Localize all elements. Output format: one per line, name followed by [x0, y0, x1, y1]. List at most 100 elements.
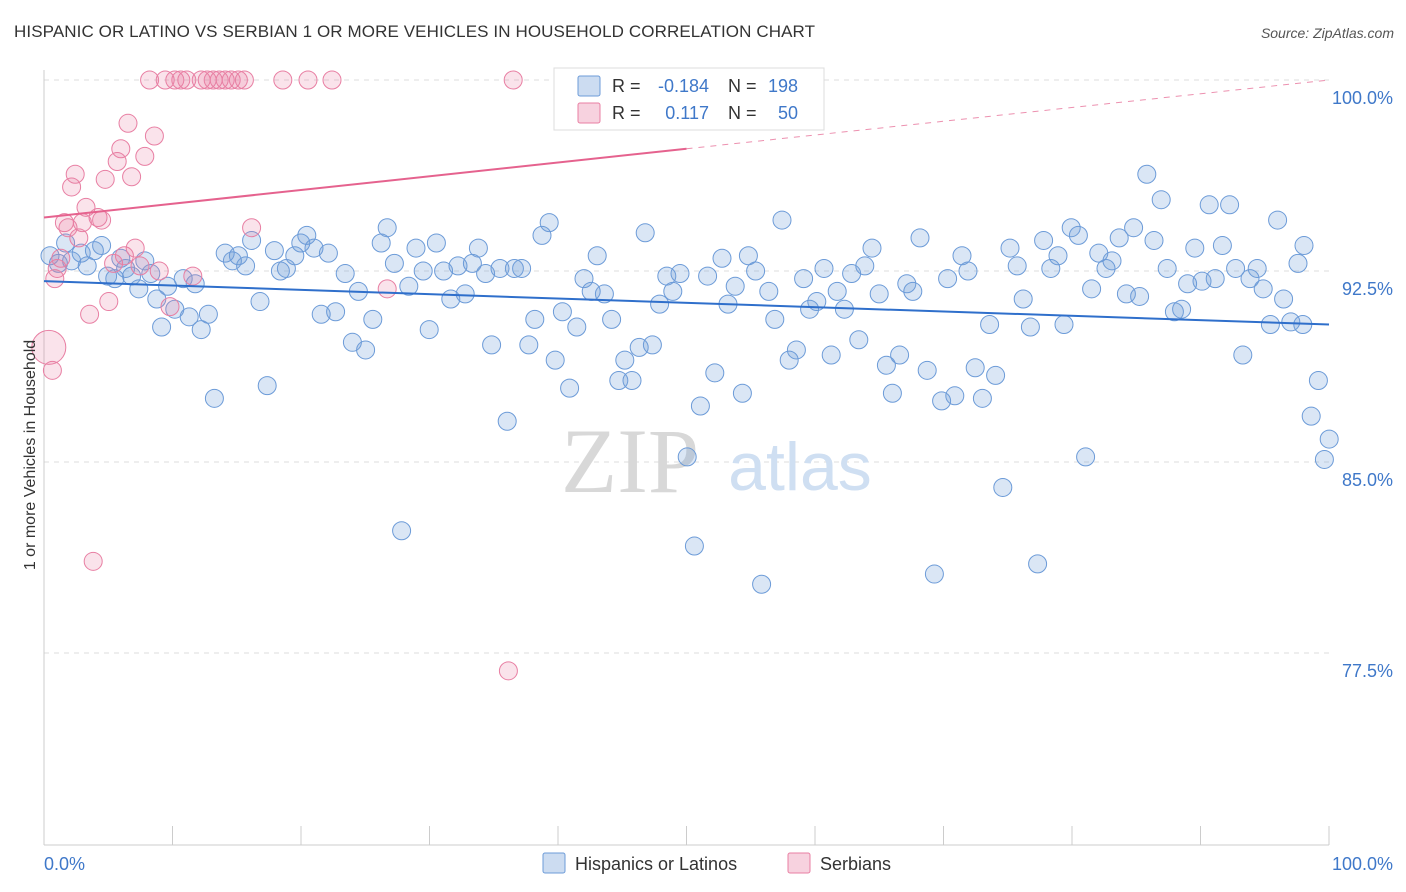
legend-label-hispanic: Hispanics or Latinos	[575, 854, 737, 874]
grid-lines	[44, 79, 1329, 654]
data-point	[1164, 302, 1184, 322]
data-point	[31, 329, 67, 365]
data-point	[98, 266, 118, 286]
data-point	[135, 146, 155, 166]
source-label: Source: ZipAtlas.com	[1260, 25, 1394, 41]
data-point	[752, 574, 772, 594]
data-point	[250, 292, 270, 312]
data-point	[490, 258, 510, 278]
data-point	[426, 233, 446, 253]
data-point	[945, 386, 965, 406]
data-point	[1247, 258, 1267, 278]
y-tick-label-3: 100.0%	[1332, 88, 1393, 108]
data-point	[285, 246, 305, 266]
stats-box-frame	[553, 67, 825, 131]
data-point	[1144, 230, 1164, 250]
data-point	[1028, 554, 1048, 574]
data-point	[62, 177, 82, 197]
data-point	[95, 169, 115, 189]
data-point	[712, 248, 732, 268]
data-point	[1076, 447, 1096, 467]
watermark-zip: ZIP	[561, 410, 699, 512]
data-point	[849, 330, 869, 350]
stats-n-label-1: N =	[728, 76, 757, 96]
data-point	[869, 284, 889, 304]
data-point	[663, 281, 683, 301]
y-axis-label: 1 or more Vehicles in Household	[22, 340, 39, 570]
data-point	[140, 70, 160, 90]
data-point	[399, 276, 419, 296]
data-point	[827, 281, 847, 301]
data-point	[1137, 164, 1157, 184]
data-point	[1308, 371, 1328, 391]
data-point	[107, 151, 127, 171]
data-point	[986, 365, 1006, 385]
data-point	[1124, 218, 1144, 238]
legend: Hispanics or Latinos Serbians	[542, 852, 891, 874]
stats-swatch-hispanic	[577, 75, 601, 97]
data-point	[114, 246, 134, 266]
data-point	[155, 70, 175, 90]
data-point	[1288, 253, 1308, 273]
data-point	[746, 261, 766, 281]
data-point	[552, 302, 572, 322]
data-point	[152, 317, 172, 337]
data-point	[1034, 230, 1054, 250]
data-point	[587, 246, 607, 266]
data-point	[779, 350, 799, 370]
stats-n-value-1: 198	[768, 76, 798, 96]
data-point	[80, 304, 100, 324]
data-point	[910, 228, 930, 248]
data-point	[318, 243, 338, 263]
data-point	[938, 269, 958, 289]
data-point	[377, 279, 397, 299]
data-point	[1301, 406, 1321, 426]
data-point	[160, 297, 180, 317]
axes	[43, 70, 1330, 846]
data-point	[498, 661, 518, 681]
data-point	[149, 261, 169, 281]
data-point	[705, 363, 725, 383]
data-point	[228, 70, 248, 90]
data-point	[497, 411, 517, 431]
data-point	[191, 320, 211, 340]
data-point	[1294, 236, 1314, 256]
data-point	[635, 223, 655, 243]
data-point	[503, 70, 523, 90]
data-point	[384, 253, 404, 273]
data-point	[1082, 279, 1102, 299]
data-point	[482, 335, 502, 355]
data-point	[917, 360, 937, 380]
data-point	[1178, 274, 1198, 294]
data-point	[311, 304, 331, 324]
stats-r-value-1: -0.184	[658, 76, 709, 96]
data-point	[1172, 299, 1192, 319]
data-point	[1233, 345, 1253, 365]
data-point	[215, 70, 235, 90]
data-point	[118, 113, 138, 133]
data-point	[958, 261, 978, 281]
data-point	[698, 266, 718, 286]
data-point	[786, 340, 806, 360]
data-point	[1000, 238, 1020, 258]
data-point	[177, 70, 197, 90]
data-point	[903, 281, 923, 301]
data-point	[51, 248, 71, 268]
data-point	[972, 388, 992, 408]
data-point	[377, 218, 397, 238]
data-point	[104, 253, 124, 273]
data-point	[448, 256, 468, 276]
data-point	[897, 274, 917, 294]
x-tick-label-0: 0.0%	[44, 854, 85, 874]
data-point	[419, 320, 439, 340]
data-point	[1205, 269, 1225, 289]
x-tick-labels: 0.0% 100.0%	[44, 854, 1393, 874]
data-point	[732, 383, 752, 403]
data-point	[512, 258, 532, 278]
data-point	[677, 447, 697, 467]
trend-line-hispanics	[43, 280, 1330, 326]
data-point	[807, 292, 827, 312]
data-point	[924, 564, 944, 584]
data-point	[1054, 314, 1074, 334]
data-point	[363, 309, 383, 329]
